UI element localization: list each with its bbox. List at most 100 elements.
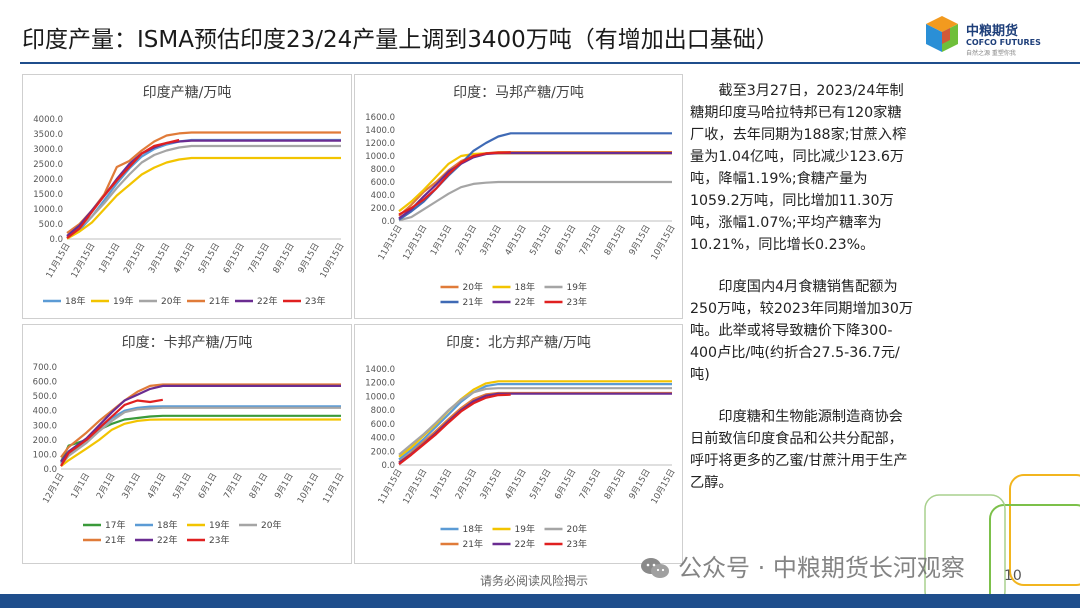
legend-label: 20年	[567, 523, 587, 535]
wechat-icon	[641, 558, 669, 578]
commentary-paragraph-2: 印度国内4月食糖销售配额为250万吨，较2023年同期增加30万吨。此举或将导致…	[690, 279, 914, 383]
x-tick-label: 11月15日	[377, 468, 405, 506]
chart-uttar-pradesh: 印度：北方邦产糖/万吨 0.0 200.0 400.0 600.0 800.0 1000.0…	[354, 324, 683, 564]
legend-label: 18年	[65, 295, 85, 307]
series-line-2	[66, 144, 341, 237]
x-tick-label: 4月15日	[503, 468, 528, 502]
x-tick-label: 3月15日	[479, 468, 504, 502]
commentary-panel: 截至3月27日，2023/24年制糖期印度马哈拉特邦已有120家糖厂收，去年同期…	[690, 80, 915, 514]
x-tick-label: 5月15日	[528, 224, 553, 258]
x-tick-label: 6月1日	[197, 472, 220, 501]
x-tick-label: 9月15日	[628, 224, 653, 258]
y-tick-label: 1000.0	[365, 152, 395, 162]
chart-svg: 印度：马邦产糖/万吨 0.0 200.0 400.0 600.0 800.0 1000.0 1…	[365, 85, 678, 308]
y-tick-label: 1500.0	[33, 190, 63, 200]
series-line-3	[66, 131, 341, 234]
y-tick-label: 1000.0	[33, 205, 63, 215]
chart-svg: 印度产糖/万吨 0.0 500.0 1000.0 1500.0 2000.0 2500.0 3…	[33, 85, 347, 307]
x-tick-label: 2月15日	[454, 468, 479, 502]
x-tick-label: 9月1日	[273, 472, 296, 501]
legend-label: 19年	[209, 519, 229, 531]
y-tick-label: 0.0	[49, 235, 63, 245]
x-tick-label: 5月15日	[197, 242, 222, 276]
y-tick-label: 600.0	[371, 420, 395, 430]
chart-karnataka: 印度：卡邦产糖/万吨 0.0 100.0 200.0 300.0 400.0 500.0 60…	[22, 324, 352, 564]
y-tick-label: 500.0	[33, 392, 57, 402]
legend-label: 23年	[305, 295, 325, 307]
chart-india-total: 印度产糖/万吨 0.0 500.0 1000.0 1500.0 2000.0 2500.0 3…	[22, 74, 352, 319]
x-tick-label: 7月15日	[578, 468, 603, 502]
x-tick-label: 11月1日	[321, 472, 346, 506]
y-tick-label: 0.0	[381, 217, 395, 227]
y-tick-label: 1200.0	[365, 379, 395, 389]
x-tick-label: 8月1日	[248, 472, 271, 501]
commentary-paragraph-1: 截至3月27日，2023/24年制糖期印度马哈拉特邦已有120家糖厂收，去年同期…	[690, 83, 907, 253]
y-tick-label: 0.0	[381, 461, 395, 471]
x-tick-label: 2月15日	[454, 224, 479, 258]
x-tick-label: 3月15日	[479, 224, 504, 258]
legend-label: 18年	[463, 523, 483, 535]
logo-tagline: 自然之源 重塑你我	[966, 50, 1016, 57]
series-line-4	[398, 392, 672, 464]
y-tick-label: 400.0	[371, 434, 395, 444]
y-tick-label: 800.0	[371, 165, 395, 175]
legend-label: 19年	[113, 295, 133, 307]
series-line-0	[398, 383, 672, 461]
legend-label: 18年	[515, 281, 535, 293]
series-line-3	[398, 132, 672, 221]
y-tick-label: 300.0	[33, 421, 57, 431]
x-tick-label: 10月15日	[650, 468, 678, 506]
legend-label: 17年	[105, 519, 125, 531]
x-tick-label: 7月1日	[222, 472, 245, 501]
x-tick-label: 9月15日	[628, 468, 653, 502]
x-tick-label: 11月15日	[45, 242, 73, 280]
y-tick-label: 3000.0	[33, 145, 63, 155]
x-tick-label: 1月1日	[69, 472, 92, 501]
x-tick-label: 4月15日	[172, 242, 197, 276]
y-tick-label: 700.0	[33, 363, 57, 373]
legend-label: 23年	[567, 296, 587, 308]
page-number: 10	[1004, 568, 1022, 584]
x-tick-label: 5月1日	[171, 472, 194, 501]
x-tick-label: 12月15日	[401, 224, 429, 262]
commentary-paragraph-3: 印度糖和生物能源制造商协会日前致信印度食品和公共分配部，呼吁将更多的乙蜜/甘蔗汁…	[690, 409, 908, 491]
x-tick-label: 11月15日	[377, 224, 405, 262]
y-tick-label: 1400.0	[365, 126, 395, 136]
series-line-2	[398, 387, 672, 456]
x-tick-label: 7月15日	[578, 224, 603, 258]
x-tick-label: 6月15日	[553, 468, 578, 502]
x-tick-label: 3月15日	[147, 242, 172, 276]
legend-label: 19年	[567, 281, 587, 293]
y-tick-label: 1200.0	[365, 139, 395, 149]
legend-label: 21年	[209, 295, 229, 307]
legend-label: 19年	[515, 523, 535, 535]
legend-label: 23年	[567, 538, 587, 550]
x-tick-label: 4月1日	[146, 472, 169, 501]
y-tick-label: 1000.0	[365, 392, 395, 402]
y-tick-label: 2500.0	[33, 160, 63, 170]
title-divider	[20, 62, 1080, 64]
legend-label: 22年	[157, 534, 177, 546]
series-line-3	[398, 391, 672, 464]
watermark-text: 公众号 · 中粮期货长河观察	[678, 554, 965, 582]
x-tick-label: 10月15日	[650, 224, 678, 262]
y-tick-label: 200.0	[33, 436, 57, 446]
series-line-5	[66, 138, 180, 239]
series-line-0	[60, 414, 341, 463]
risk-disclaimer: 请务必阅读风险揭示	[480, 574, 589, 588]
x-tick-label: 10月15日	[319, 242, 347, 280]
x-tick-label: 1月15日	[429, 468, 454, 502]
y-tick-label: 400.0	[371, 191, 395, 201]
logo-text-en: COFCO FUTURES	[966, 38, 1041, 47]
y-tick-label: 800.0	[371, 406, 395, 416]
series-line-5	[398, 151, 511, 216]
legend-label: 21年	[463, 538, 483, 550]
cube-logo-icon	[926, 16, 958, 52]
y-tick-label: 400.0	[33, 407, 57, 417]
y-tick-label: 200.0	[371, 204, 395, 214]
legend-label: 20年	[261, 519, 281, 531]
x-tick-label: 4月15日	[503, 224, 528, 258]
y-tick-label: 100.0	[33, 450, 57, 460]
chart-svg: 印度：卡邦产糖/万吨 0.0 100.0 200.0 300.0 400.0 500.0 60…	[33, 335, 347, 546]
y-tick-label: 600.0	[371, 178, 395, 188]
